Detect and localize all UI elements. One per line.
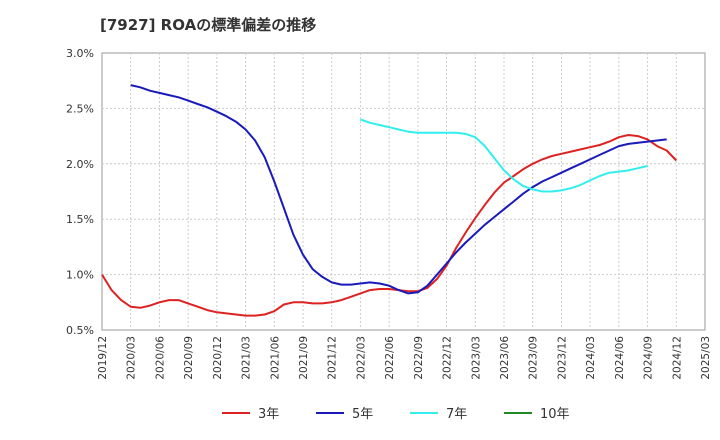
- x-tick-label: 2023/03: [470, 336, 482, 380]
- y-tick-label: 3.0%: [66, 47, 94, 60]
- legend-label: 10年: [540, 407, 570, 422]
- x-tick-label: 2024/03: [585, 336, 597, 380]
- chart-title: [7927] ROAの標準偏差の推移: [100, 16, 317, 34]
- x-tick-label: 2022/03: [355, 336, 367, 380]
- x-tick-label: 2022/12: [442, 336, 454, 380]
- x-tick-label: 2024/12: [671, 336, 683, 380]
- y-tick-label: 1.5%: [66, 213, 94, 226]
- y-tick-label: 0.5%: [66, 324, 94, 337]
- x-tick-label: 2023/06: [499, 336, 511, 380]
- x-tick-label: 2021/12: [327, 336, 339, 380]
- x-tick-label: 2024/06: [614, 336, 626, 380]
- x-tick-label: 2020/06: [154, 336, 166, 380]
- series-line-5年: [130, 84, 667, 295]
- plot-area: [101, 52, 706, 331]
- y-tick-label: 2.5%: [66, 102, 94, 115]
- x-tick-label: 2021/03: [241, 336, 253, 380]
- legend-label: 7年: [446, 407, 467, 422]
- x-tick-label: 2023/09: [528, 336, 540, 380]
- series-line-3年: [101, 134, 678, 317]
- x-tick-label: 2021/06: [269, 336, 281, 380]
- x-tick-label: 2020/09: [183, 336, 195, 380]
- x-tick-label: 2019/12: [97, 336, 109, 380]
- x-tick-label: 2023/12: [556, 336, 568, 380]
- legend-label: 3年: [258, 407, 279, 422]
- x-tick-label: 2020/03: [126, 336, 138, 380]
- x-tick-label: 2022/06: [384, 336, 396, 380]
- series-line-7年: [360, 118, 648, 193]
- x-tick-label: 2022/09: [413, 336, 425, 380]
- y-tick-label: 1.0%: [66, 269, 94, 282]
- x-tick-label: 2025/03: [700, 336, 712, 380]
- x-tick-label: 2021/09: [298, 336, 310, 380]
- x-tick-label: 2024/09: [643, 336, 655, 380]
- y-tick-label: 2.0%: [66, 158, 94, 171]
- x-tick-label: 2020/12: [212, 336, 224, 380]
- legend-label: 5年: [352, 407, 373, 422]
